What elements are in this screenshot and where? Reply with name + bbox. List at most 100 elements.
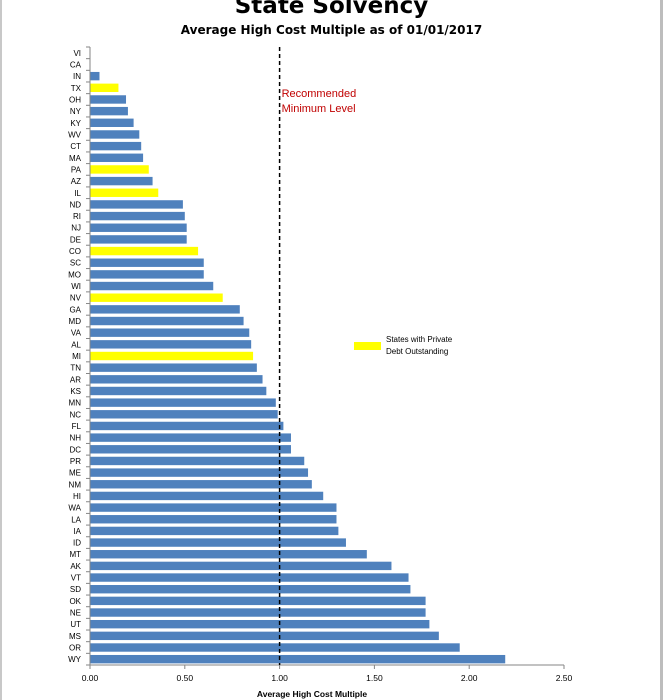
bar-wi <box>90 281 214 291</box>
bar-tx <box>90 83 119 93</box>
category-label-mt: MT <box>69 550 81 559</box>
category-label-ne: NE <box>70 609 81 618</box>
bar-tn <box>90 363 257 372</box>
category-label-nv: NV <box>70 294 82 303</box>
bar-ri <box>90 211 185 221</box>
bar-ut <box>90 619 430 629</box>
x-tick-label: 2.00 <box>461 673 478 683</box>
category-label-ny: NY <box>70 107 82 116</box>
bar-nc <box>90 410 278 419</box>
category-label-sd: SD <box>70 585 81 594</box>
category-label-nc: NC <box>69 410 81 419</box>
axes-group <box>86 46 565 669</box>
category-label-tx: TX <box>71 84 82 93</box>
reference-label-line: Recommended <box>282 88 357 100</box>
bar-in <box>90 71 100 81</box>
category-label-ct: CT <box>70 142 81 151</box>
bars-group <box>90 71 506 664</box>
page-border-right <box>660 0 663 700</box>
reference-line-label: Recommended Minimum Level <box>282 88 357 115</box>
category-label-sc: SC <box>70 259 81 268</box>
bar-dc <box>90 445 291 454</box>
category-label-ak: AK <box>70 562 81 571</box>
category-label-dc: DC <box>69 445 81 454</box>
legend-label-line: States with Private <box>386 335 453 344</box>
bar-md <box>90 316 244 326</box>
category-labels: VI CA IN TX OH NY KY WV CT MA PA AZ IL ND RI NJ DE CO SC MO… <box>68 49 82 664</box>
bar-ia <box>90 526 339 536</box>
category-label-mo: MO <box>68 270 81 279</box>
category-label-ga: GA <box>69 305 81 314</box>
reference-label-line: Minimum Level <box>282 103 356 115</box>
bar-la <box>90 515 337 524</box>
chart-title: State Solvency <box>234 0 429 19</box>
bar-ma <box>90 153 144 162</box>
category-label-wv: WV <box>68 130 82 139</box>
bar-wv <box>90 130 140 139</box>
category-label-ca: CA <box>70 60 82 69</box>
category-label-nd: ND <box>69 200 81 209</box>
category-label-ri: RI <box>73 212 81 221</box>
bar-nv <box>90 293 223 302</box>
bar-sc <box>90 258 204 267</box>
bar-va <box>90 328 250 337</box>
bar-wy <box>90 654 506 664</box>
bar-me <box>90 468 309 477</box>
category-label-va: VA <box>71 329 82 338</box>
legend-swatch <box>354 342 381 350</box>
category-label-in: IN <box>73 72 81 81</box>
legend-label-line: Debt Outstanding <box>386 347 448 356</box>
bar-mt <box>90 550 367 559</box>
category-label-ar: AR <box>70 375 81 384</box>
tick-labels: 0.00 0.50 1.00 1.50 2.00 2.50 <box>82 673 573 683</box>
category-label-nm: NM <box>69 480 82 489</box>
bar-co <box>90 246 199 256</box>
category-label-al: AL <box>71 340 81 349</box>
bar-ok <box>90 596 426 606</box>
bar-wa <box>90 503 337 512</box>
category-label-or: OR <box>69 644 81 653</box>
x-tick-label: 1.50 <box>366 673 383 683</box>
bar-sd <box>90 585 411 594</box>
category-label-wy: WY <box>68 655 82 664</box>
bar-il <box>90 188 159 197</box>
category-label-tn: TN <box>70 364 81 373</box>
category-label-ia: IA <box>73 527 81 536</box>
bar-or <box>90 643 460 652</box>
legend-label: States with Private Debt Outstanding <box>386 335 453 356</box>
bar-ny <box>90 106 128 116</box>
bar-az <box>90 176 153 186</box>
bar-ak <box>90 561 392 571</box>
bar-vt <box>90 573 409 582</box>
category-label-md: MD <box>69 317 82 326</box>
category-label-pr: PR <box>70 457 81 466</box>
category-label-pa: PA <box>71 165 82 174</box>
category-label-nj: NJ <box>71 224 81 233</box>
bar-nm <box>90 480 312 489</box>
page-border-left <box>0 0 2 700</box>
x-tick-label: 0.00 <box>82 673 99 683</box>
category-label-hi: HI <box>73 492 81 501</box>
category-label-vi: VI <box>73 49 81 58</box>
category-label-wi: WI <box>71 282 81 291</box>
category-label-la: LA <box>71 515 81 524</box>
bar-nd <box>90 200 183 209</box>
bar-ne <box>90 608 426 617</box>
category-label-co: CO <box>69 247 81 256</box>
category-label-oh: OH <box>69 95 81 104</box>
bar-nh <box>90 433 291 442</box>
category-label-wa: WA <box>68 504 81 513</box>
bar-nj <box>90 223 187 232</box>
category-label-de: DE <box>70 235 81 244</box>
category-label-mn: MN <box>69 399 82 408</box>
bar-al <box>90 340 252 349</box>
bar-pa <box>90 165 149 174</box>
bar-ms <box>90 631 439 641</box>
category-label-ma: MA <box>69 154 82 163</box>
category-label-il: IL <box>74 189 81 198</box>
bar-ks <box>90 386 267 396</box>
bar-oh <box>90 95 127 104</box>
bar-fl <box>90 421 284 431</box>
bar-mo <box>90 270 204 279</box>
